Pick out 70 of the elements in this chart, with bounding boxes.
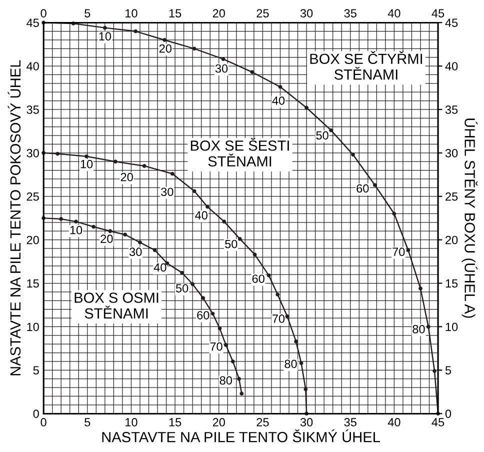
x-tick-label: 20	[212, 418, 225, 426]
annotation: 80	[220, 376, 232, 385]
y2-tick-label: 35	[445, 106, 458, 114]
annotation: 10	[80, 160, 93, 168]
y-tick-label: 15	[27, 279, 39, 288]
y2-tick-label: 40	[445, 62, 458, 70]
y2-tick-label: 0	[445, 410, 452, 418]
y-tick-label: 25	[26, 192, 39, 201]
x2-tick-label: 15	[169, 9, 182, 18]
x-tick-label: 30	[300, 418, 313, 426]
x-tick-label: 5	[84, 418, 90, 426]
annotation: 30	[215, 64, 228, 73]
y2-tick-label: 15	[446, 279, 458, 288]
y-axis-title: NASTAVTE NA PILE TENTO POKOSOVÝ ÚHEL	[8, 60, 21, 376]
annotation: 40	[195, 211, 208, 220]
annotation: 60	[252, 274, 264, 283]
text: BOX S OSMI STĚNAMI	[74, 292, 158, 319]
x2-tick-label: 25	[256, 9, 269, 18]
annotation: 30	[161, 188, 174, 196]
x-tick-label: 45	[432, 418, 444, 426]
annotation: 20	[159, 44, 172, 53]
annotation: 40	[272, 96, 285, 105]
y-tick-label: 35	[26, 106, 39, 114]
x2-tick-label: 30	[300, 9, 313, 18]
annotation: 70	[210, 342, 222, 351]
y2-tick-label: 25	[446, 192, 458, 201]
annotation: 60	[197, 311, 210, 320]
annotation: 30	[129, 248, 142, 256]
y2-axis-title: ÚHEL STĚNY BOXU (ÚHEL A)	[462, 118, 478, 318]
annotation: 80	[284, 360, 297, 368]
x-tick-label: 10	[126, 418, 138, 426]
annotation: 10	[99, 32, 112, 41]
x-tick-label: 40	[388, 418, 400, 426]
x2-tick-label: 45	[432, 9, 444, 18]
y-tick-label: 0	[33, 410, 39, 418]
x2-tick-label: 0	[40, 9, 46, 18]
annotation: 20	[120, 172, 133, 182]
annotation: 50	[316, 131, 328, 140]
x-tick-label: 25	[256, 418, 269, 426]
y2-tick-label: 5	[445, 366, 452, 375]
y-tick-label: 30	[26, 148, 39, 158]
annotation: 70	[272, 314, 285, 323]
y2-tick-label: 30	[445, 148, 458, 158]
annotation: 50	[176, 284, 188, 293]
x-tick-label: 0	[40, 418, 46, 426]
series-label: BOX SE ČTYŘMI STĚNAMI	[310, 51, 422, 80]
y-tick-label: 40	[26, 62, 39, 70]
annotation: 60	[356, 184, 369, 193]
x-tick-label: 15	[169, 418, 182, 426]
x2-tick-label: 40	[388, 9, 400, 18]
y2-tick-label: 10	[446, 322, 458, 332]
y-tick-label: 5	[33, 366, 39, 375]
annotation: 10	[70, 226, 82, 234]
y-tick-label: 20	[26, 236, 39, 244]
y-tick-label: 45	[26, 18, 39, 27]
x2-tick-label: 10	[126, 9, 138, 18]
x2-tick-label: 35	[344, 9, 356, 18]
x2-tick-label: 20	[212, 9, 225, 18]
annotation: 70	[392, 248, 405, 256]
x-tick-label: 35	[344, 418, 356, 426]
y-tick-label: 10	[27, 322, 39, 332]
y2-tick-label: 20	[446, 236, 458, 244]
annotation: 20	[100, 234, 113, 243]
series-label: BOX SE ŠESTI STĚNAMI	[190, 138, 289, 167]
y2-tick-label: 45	[445, 18, 458, 27]
x-axis-title: NASTAVTE NA PILE TENTO ŠIKMÝ ÚHEL	[102, 429, 380, 442]
annotation: 80	[412, 324, 425, 334]
annotation: 50	[225, 240, 238, 248]
annotation: 40	[154, 263, 166, 272]
x2-tick-label: 5	[84, 9, 90, 18]
